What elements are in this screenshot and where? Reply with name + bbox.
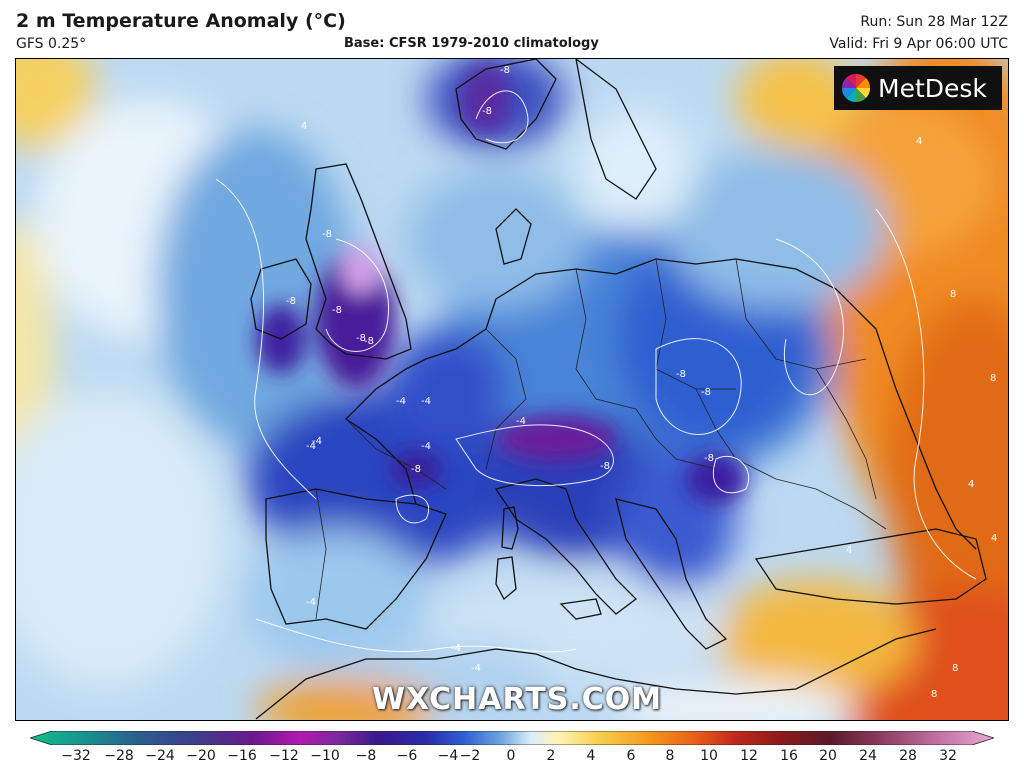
contour-label: -8 — [364, 336, 374, 347]
contour-label: 4 — [301, 121, 307, 132]
map-canvas: -8 -8 -8 -8 -8 -4 -8 -8 -4 -4 -8 -4 -8 -… — [16, 59, 1008, 720]
contour-labels: -8 -8 -8 -8 -8 -4 -8 -8 -4 -4 -8 -4 -8 -… — [286, 65, 997, 700]
logo-text: MetDesk — [878, 73, 987, 103]
colorbar-tick: −16 — [227, 748, 257, 764]
colorbar-tick: −10 — [310, 748, 340, 764]
contour-label: -4 — [421, 441, 431, 452]
contour-label: -8 — [322, 229, 332, 240]
colorbar-tick: 28 — [899, 748, 917, 764]
contour-label: -4 — [312, 436, 322, 447]
valid-time: Valid: Fri 9 Apr 06:00 UTC — [829, 36, 1008, 52]
contour-label: 4 — [846, 545, 852, 556]
colorbar-tick: −4 — [437, 748, 459, 764]
contour-label: 4 — [968, 479, 974, 490]
colorbar-tick: 0 — [506, 748, 516, 764]
colorbar-tick: 32 — [939, 748, 957, 764]
colorbar-tick: −24 — [145, 748, 175, 764]
colorbar-tick: −20 — [186, 748, 216, 764]
contour-label: 8 — [990, 373, 996, 384]
contour-label: 8 — [950, 289, 956, 300]
contour-label: 4 — [991, 533, 997, 544]
colorbar-tick: 4 — [586, 748, 596, 764]
colorbar-tick: −8 — [355, 748, 377, 764]
contour-label: -4 — [451, 643, 461, 654]
colorbar-tick: 16 — [780, 748, 798, 764]
contour-label: -4 — [421, 396, 431, 407]
metdesk-logo: MetDesk — [834, 66, 1002, 110]
contour-label: -4 — [306, 597, 316, 608]
climatology-base: Base: CFSR 1979-2010 climatology — [344, 36, 599, 51]
contour-label: -8 — [332, 305, 342, 316]
model-label: GFS 0.25° — [16, 36, 87, 52]
contour-label: -8 — [600, 461, 610, 472]
colorbar-tick: −32 — [61, 748, 91, 764]
contour-label: -4 — [396, 396, 406, 407]
colorbar-tick: 8 — [665, 748, 675, 764]
colorbar-tick: 6 — [626, 748, 636, 764]
pinwheel-icon — [841, 73, 871, 103]
anomaly-map: -8 -8 -8 -8 -8 -4 -8 -8 -4 -4 -8 -4 -8 -… — [15, 58, 1009, 721]
contour-label: -8 — [286, 296, 296, 307]
colorbar-tick: −28 — [104, 748, 134, 764]
cold-cores — [256, 64, 746, 504]
colorbar-tick: 10 — [700, 748, 718, 764]
contour-label: -4 — [306, 441, 316, 452]
contour-label: 8 — [952, 663, 958, 674]
colorbar-tick: 24 — [859, 748, 877, 764]
colorbar — [30, 731, 994, 745]
colorbar-tick: 2 — [546, 748, 556, 764]
colorbar-tick: −2 — [459, 748, 481, 764]
contour-label: -4 — [516, 416, 526, 427]
contour-label: 8 — [931, 689, 937, 700]
run-time: Run: Sun 28 Mar 12Z — [860, 14, 1008, 30]
watermark: WXCHARTS.COM — [372, 682, 663, 717]
colorbar-ticks: −32 −28 −24 −20 −16 −12 −10 −8 −6 −4 −2 … — [0, 748, 1024, 768]
anomaly-field — [16, 59, 1008, 720]
colorbar-tick: 12 — [740, 748, 758, 764]
contour-label: -4 — [471, 663, 481, 674]
contour-label: -8 — [676, 369, 686, 380]
colorbar-tick: 20 — [819, 748, 837, 764]
contours — [215, 90, 977, 653]
contour-label: -8 — [500, 65, 510, 76]
contour-label: -8 — [482, 106, 492, 117]
chart-title: 2 m Temperature Anomaly (°C) — [16, 10, 346, 32]
contour-label: -8 — [356, 333, 366, 344]
colorbar-tick: −12 — [269, 748, 299, 764]
contour-label: -8 — [701, 387, 711, 398]
contour-label: -8 — [704, 453, 714, 464]
contour-label: 4 — [916, 136, 922, 147]
contour-label: -8 — [411, 464, 421, 475]
coastlines — [250, 59, 987, 720]
colorbar-tick: −6 — [396, 748, 418, 764]
